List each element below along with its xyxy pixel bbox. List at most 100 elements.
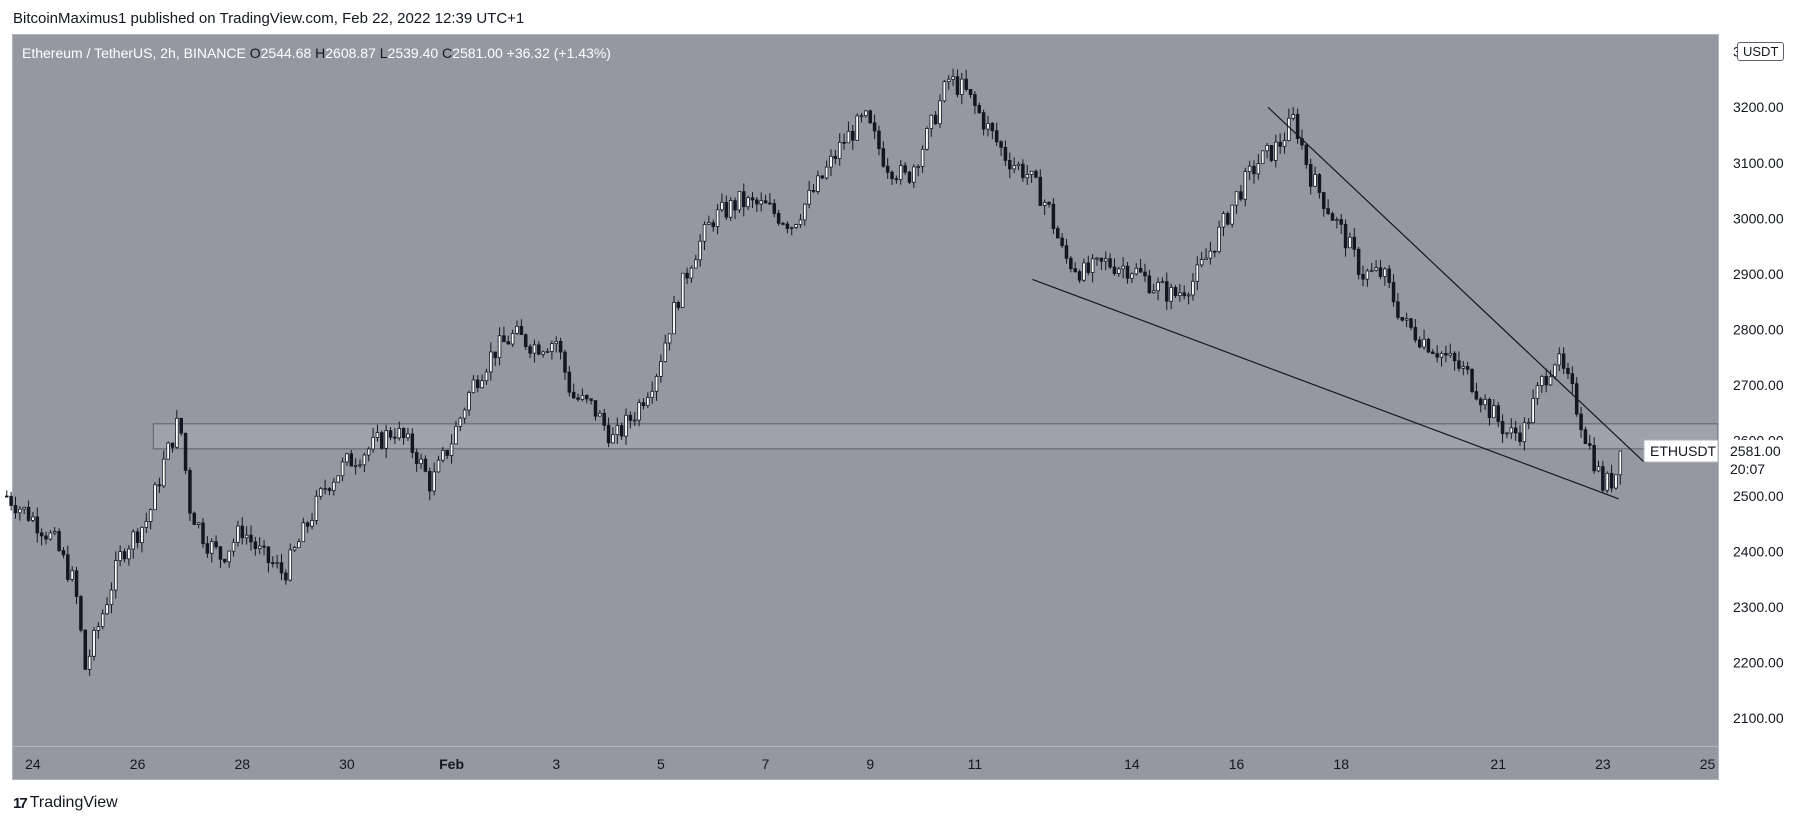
- candle: [1112, 258, 1117, 276]
- candle: [196, 522, 201, 529]
- time-tick-label: 26: [130, 756, 146, 772]
- candle: [92, 627, 96, 661]
- candle: [345, 452, 349, 467]
- price-label-layer: ETHUSDT 2581.00 20:07: [1643, 439, 1795, 481]
- candle-body: [1465, 366, 1470, 370]
- candle: [1012, 157, 1016, 174]
- candle: [1383, 266, 1387, 286]
- candle-body: [340, 461, 345, 477]
- candle-body: [1082, 262, 1086, 281]
- candle: [100, 609, 105, 630]
- time-tick-label: 5: [657, 756, 665, 772]
- candle-body: [1103, 258, 1108, 262]
- axes-layer: 2100.002200.002300.002400.002500.002600.…: [12, 35, 1784, 780]
- candle: [175, 409, 179, 449]
- candle: [493, 351, 497, 367]
- candle: [1003, 140, 1008, 166]
- candle: [964, 69, 968, 92]
- candle-body: [733, 200, 737, 211]
- candle-body: [332, 481, 336, 491]
- candle-body: [571, 391, 576, 399]
- candle: [1322, 191, 1326, 217]
- candle: [798, 214, 803, 228]
- candle-body: [1326, 208, 1330, 214]
- candle-body: [986, 123, 990, 130]
- candle-body: [667, 333, 672, 344]
- candle: [593, 400, 598, 421]
- candle-body: [632, 419, 637, 422]
- candle: [737, 191, 742, 214]
- candle: [589, 398, 593, 405]
- candle-body: [22, 506, 26, 510]
- candle: [715, 203, 720, 235]
- symbol-legend: Ethereum / TetherUS, 2h, BINANCE O2544.6…: [22, 45, 611, 61]
- candle-body: [650, 390, 654, 398]
- candle-body: [144, 521, 149, 528]
- candle: [1592, 437, 1596, 474]
- candle: [1204, 248, 1208, 261]
- candle-body: [297, 541, 301, 549]
- trendline-lower[interactable]: [1032, 278, 1619, 500]
- trendline-upper[interactable]: [1267, 106, 1646, 464]
- candle-body: [475, 379, 480, 389]
- candle: [733, 197, 737, 220]
- candle-body: [1069, 257, 1073, 270]
- candle-body: [1496, 405, 1500, 422]
- candle: [266, 546, 271, 573]
- candle: [35, 507, 40, 543]
- time-tick-label: 14: [1124, 756, 1140, 772]
- candle-body: [410, 433, 415, 453]
- candle: [1212, 250, 1217, 258]
- candle: [1117, 266, 1121, 277]
- candle: [824, 160, 829, 180]
- candle-body: [74, 570, 79, 597]
- candle: [1343, 219, 1348, 257]
- candle: [1513, 420, 1518, 441]
- candle-body: [388, 430, 393, 438]
- candle-body: [1169, 287, 1173, 302]
- candle: [1056, 225, 1060, 239]
- candle: [1509, 418, 1514, 440]
- candle-body: [689, 267, 694, 279]
- candle-body: [772, 203, 777, 214]
- candle: [816, 170, 820, 194]
- candle-body: [698, 240, 702, 261]
- candle: [702, 221, 707, 251]
- candle: [1178, 284, 1182, 302]
- candle: [410, 428, 415, 459]
- candle-body: [1431, 351, 1435, 355]
- candle-body: [1343, 223, 1348, 249]
- candle-body: [968, 88, 973, 96]
- candle: [1422, 329, 1426, 350]
- candle: [1038, 169, 1043, 206]
- candle-body: [1117, 268, 1121, 274]
- candle-body: [1535, 385, 1540, 399]
- currency-button[interactable]: USDT: [1737, 42, 1785, 61]
- candle-body: [942, 81, 947, 102]
- candle: [484, 368, 489, 386]
- candle: [1457, 351, 1461, 372]
- candle: [1522, 417, 1527, 451]
- candle: [39, 528, 44, 546]
- candle-body: [305, 522, 310, 527]
- candle: [912, 164, 916, 189]
- candle-body: [1252, 165, 1256, 175]
- candle-body: [271, 562, 275, 565]
- candle: [1505, 431, 1509, 439]
- candle-body: [1417, 339, 1422, 348]
- candle: [401, 427, 406, 445]
- candle-body: [366, 448, 371, 456]
- candle-body: [209, 541, 214, 554]
- candle-body: [1182, 292, 1186, 297]
- candle: [52, 527, 57, 536]
- candle: [1500, 414, 1505, 443]
- candle: [467, 390, 471, 416]
- candle-body: [1548, 376, 1553, 386]
- candle-body: [1605, 472, 1609, 491]
- candle: [475, 375, 480, 393]
- candle-body: [1387, 268, 1391, 283]
- support-zone[interactable]: [152, 423, 1719, 450]
- footer-brand[interactable]: 17 TradingView: [13, 794, 118, 812]
- candle: [1365, 268, 1370, 287]
